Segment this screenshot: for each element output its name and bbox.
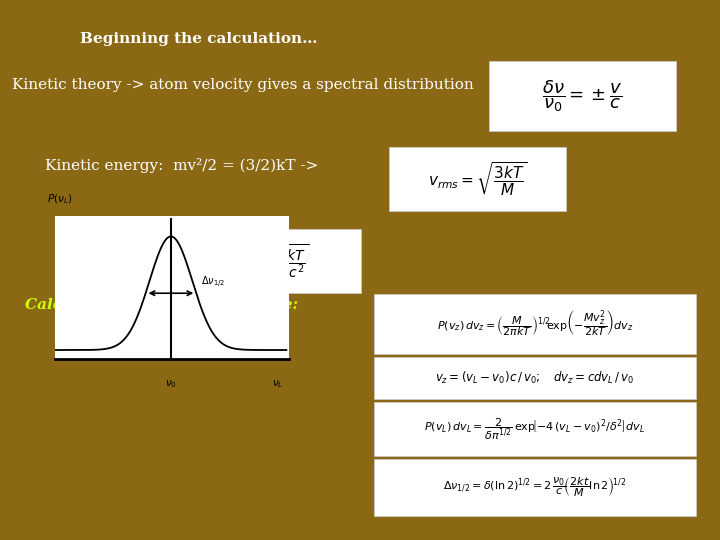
Text: $\dfrac{\delta\nu}{\nu_0} = \pm\dfrac{v}{c}$: $\dfrac{\delta\nu}{\nu_0} = \pm\dfrac{v}…	[542, 78, 623, 114]
Text: $v_z = (v_L - v_0)c\,/\,v_0;\quad dv_z = cdv_L\,/\,v_0$: $v_z = (v_L - v_0)c\,/\,v_0;\quad dv_z =…	[436, 370, 634, 386]
Text: $\nu_L$: $\nu_L$	[272, 377, 284, 389]
FancyBboxPatch shape	[389, 147, 566, 211]
Text: $v_{rms} = \sqrt{\dfrac{3kT}{M}}$: $v_{rms} = \sqrt{\dfrac{3kT}{M}}$	[428, 160, 527, 198]
FancyBboxPatch shape	[374, 459, 696, 516]
FancyBboxPatch shape	[374, 357, 696, 399]
Text: $P(v_L)\,dv_L = \dfrac{2}{\delta\pi^{1/2}}\,\mathrm{exp}\!\left[-4\,(v_L-v_0)^2/: $P(v_L)\,dv_L = \dfrac{2}{\delta\pi^{1/2…	[425, 416, 646, 442]
Text: $\Delta\nu_{1/2} = \delta(\ln 2)^{1/2} = 2\,\dfrac{\nu_0}{c}\!\left(\dfrac{2kt}{: $\Delta\nu_{1/2} = \delta(\ln 2)^{1/2} =…	[444, 476, 626, 500]
Text: $\dfrac{\Delta\nu}{\nu_0} = 2\sqrt{\dfrac{3kT}{Mc^2}}$: $\dfrac{\Delta\nu}{\nu_0} = 2\sqrt{\dfra…	[216, 242, 309, 280]
Text: $\Delta\nu_{1/2}$: $\Delta\nu_{1/2}$	[201, 275, 225, 290]
FancyBboxPatch shape	[489, 61, 676, 131]
FancyBboxPatch shape	[374, 294, 696, 354]
FancyBboxPatch shape	[374, 402, 696, 456]
Text: Calculating the detailed profile:: Calculating the detailed profile:	[25, 298, 298, 312]
Text: Kinetic energy:  mv²/2 = (3/2)kT ->: Kinetic energy: mv²/2 = (3/2)kT ->	[45, 158, 318, 173]
Text: $\nu_0$: $\nu_0$	[165, 377, 177, 389]
Text: Kinetic theory -> atom velocity gives a spectral distribution: Kinetic theory -> atom velocity gives a …	[12, 78, 474, 92]
FancyBboxPatch shape	[164, 229, 361, 293]
Text: Beginning the calculation…: Beginning the calculation…	[80, 32, 318, 46]
Text: Hence: Hence	[75, 245, 125, 259]
Text: $P(v_z)\,dv_z = \left(\dfrac{M}{2\pi kT}\right)^{1/2}\!\!\exp\!\left(-\dfrac{Mv_: $P(v_z)\,dv_z = \left(\dfrac{M}{2\pi kT}…	[437, 309, 634, 339]
Text: $P(\nu_L)$: $P(\nu_L)$	[48, 192, 73, 206]
